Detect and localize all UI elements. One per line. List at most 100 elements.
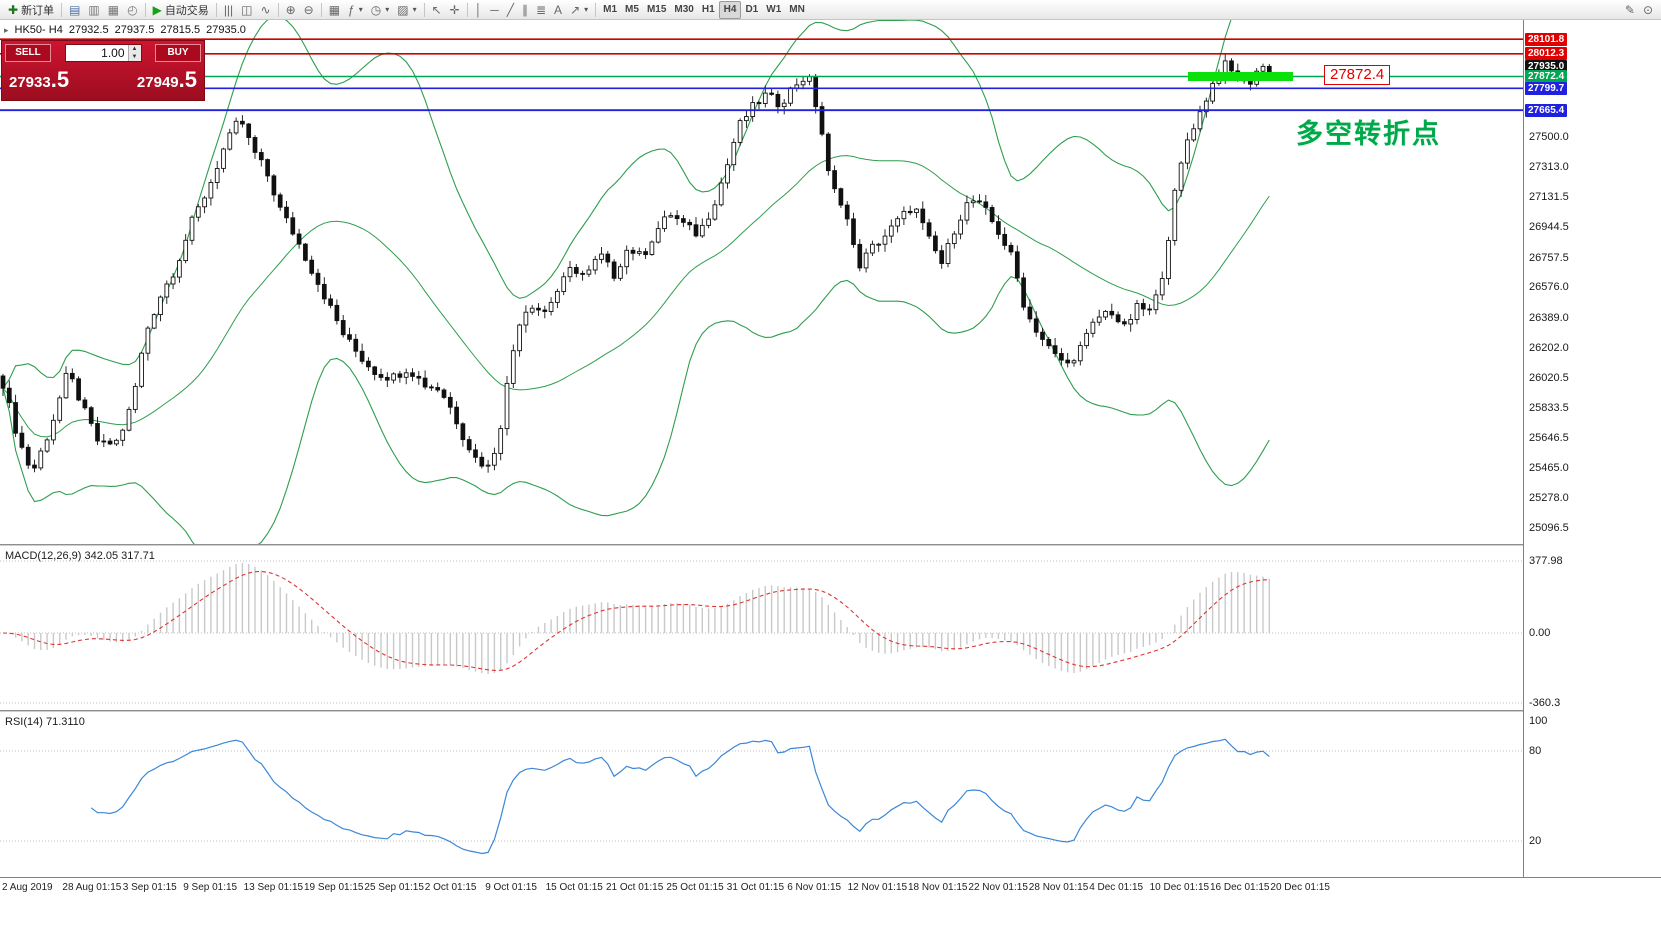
autotrading-button[interactable]: ▶ 自动交易 bbox=[149, 1, 213, 19]
volume-decrease-button[interactable]: ▼ bbox=[127, 52, 141, 61]
chevron-down-icon: ▾ bbox=[385, 5, 390, 14]
price-axis-label: 27131.5 bbox=[1529, 190, 1569, 203]
tf-m5[interactable]: M5 bbox=[621, 1, 643, 19]
bar-chart-icon[interactable]: ||| bbox=[220, 1, 237, 19]
candlestick-chart-icon[interactable]: ◫ bbox=[237, 1, 256, 19]
tf-d1[interactable]: D1 bbox=[741, 1, 762, 19]
tf-mn-label: MN bbox=[789, 4, 805, 15]
time-axis-label: 28 Aug 01:15 bbox=[62, 882, 122, 893]
price-tag[interactable]: 28012.3 bbox=[1525, 47, 1568, 61]
price-axis-label: 26202.0 bbox=[1529, 342, 1569, 355]
line-chart-icon[interactable]: ∿ bbox=[257, 1, 275, 19]
time-axis-label: 9 Sep 01:15 bbox=[183, 882, 238, 893]
timeframes-button: ◷ bbox=[370, 2, 382, 17]
edit-icon[interactable]: ✎ bbox=[1621, 1, 1639, 19]
macd-indicator-chart[interactable] bbox=[0, 547, 1523, 711]
tile-windows-icon[interactable]: ▦ bbox=[325, 1, 344, 19]
volume-increase-button[interactable]: ▲ bbox=[127, 44, 141, 53]
tf-m15[interactable]: M15 bbox=[643, 1, 670, 19]
trendline-icon[interactable]: ╱ bbox=[503, 1, 518, 19]
tf-w1[interactable]: W1 bbox=[762, 1, 785, 19]
one-click-collapse-arrow[interactable]: ▸ bbox=[4, 24, 9, 35]
autotrading-button-label: 自动交易 bbox=[164, 4, 209, 17]
chevron-down-icon: ▾ bbox=[412, 5, 417, 14]
cursor-icon[interactable]: ↖ bbox=[428, 1, 446, 19]
indicators-button[interactable]: ƒ ▾ bbox=[344, 1, 367, 19]
rsi-indicator-chart[interactable] bbox=[0, 713, 1523, 877]
ohlc-info: ▸ HK50- H4 27932.5 27937.5 27815.5 27935… bbox=[4, 24, 246, 36]
zoom-out-icon[interactable]: ⊖ bbox=[300, 1, 318, 19]
arrows-tool-icon: ↗ bbox=[570, 2, 581, 17]
alerts-icon[interactable]: ◴ bbox=[123, 1, 141, 19]
chevron-down-icon: ▾ bbox=[584, 5, 589, 14]
fibonacci-icon[interactable]: ≣ bbox=[532, 1, 550, 19]
price-tag[interactable]: 27935.0 bbox=[1525, 59, 1568, 73]
time-axis-label: 2 Aug 2019 bbox=[2, 882, 53, 893]
market-watch-icon[interactable]: ▤ bbox=[65, 1, 84, 19]
navigator-icon[interactable]: ▥ bbox=[84, 1, 103, 19]
new-order-icon: ✚ bbox=[8, 2, 19, 17]
bar-chart-icon: ||| bbox=[223, 2, 234, 17]
horizontal-line-icon[interactable]: ─ bbox=[486, 1, 503, 19]
price-axis-label: 25646.5 bbox=[1529, 432, 1569, 445]
terminal-icon[interactable]: ▦ bbox=[104, 1, 123, 19]
tf-h4-label: H4 bbox=[723, 4, 737, 15]
time-axis-label: 21 Oct 01:15 bbox=[606, 882, 664, 893]
toolbar-separator bbox=[320, 2, 322, 17]
crosshair-icon: ✛ bbox=[449, 2, 460, 17]
price-tag[interactable]: 28101.8 bbox=[1525, 32, 1568, 46]
toolbar-separator bbox=[144, 2, 146, 17]
crosshair-icon[interactable]: ✛ bbox=[446, 1, 464, 19]
bid-price: 27933.5 bbox=[9, 67, 70, 92]
zoom-in-icon[interactable]: ⊕ bbox=[282, 1, 300, 19]
rsi-axis-label: 80 bbox=[1529, 745, 1542, 757]
sell-button[interactable]: SELL bbox=[5, 43, 51, 62]
price-callout[interactable]: 27872.4 bbox=[1324, 65, 1391, 85]
toolbar-separator bbox=[595, 2, 597, 17]
time-axis-label: 6 Nov 01:15 bbox=[787, 882, 842, 893]
alerts-icon: ◴ bbox=[127, 2, 138, 17]
annotation-text[interactable]: 多空转折点 bbox=[1296, 119, 1441, 149]
time-axis-label: 15 Oct 01:15 bbox=[545, 882, 603, 893]
tf-h4[interactable]: H4 bbox=[718, 0, 742, 19]
tf-m30[interactable]: M30 bbox=[670, 1, 697, 19]
text-tool-icon[interactable]: A bbox=[550, 1, 566, 19]
chevron-down-icon: ▾ bbox=[358, 5, 363, 14]
panel-divider[interactable] bbox=[0, 710, 1661, 712]
time-axis[interactable]: 2 Aug 2019 28 Aug 01:15 3 Sep 01:15 9 Sep 0… bbox=[0, 877, 1661, 899]
templates-button[interactable]: ▨ ▾ bbox=[393, 1, 420, 19]
line-chart-icon: ∿ bbox=[260, 2, 271, 17]
panel-divider[interactable] bbox=[0, 544, 1661, 546]
buy-button[interactable]: BUY bbox=[155, 43, 201, 62]
tf-h1[interactable]: H1 bbox=[698, 1, 719, 19]
price-tag[interactable]: 27872.4 bbox=[1525, 70, 1568, 84]
edit-icon: ✎ bbox=[1624, 2, 1635, 17]
terminal-icon: ▦ bbox=[107, 2, 120, 17]
price-axis-label: 25278.0 bbox=[1529, 492, 1569, 505]
price-axis[interactable]: 27500.0 27313.0 27131.5 26944.5 26757.5 26576… bbox=[1523, 20, 1661, 877]
rsi-axis-label: 20 bbox=[1529, 835, 1542, 847]
time-axis-label: 3 Sep 01:15 bbox=[122, 882, 177, 893]
timeframes-button[interactable]: ◷ ▾ bbox=[367, 1, 394, 19]
main-price-chart[interactable] bbox=[0, 20, 1523, 544]
tf-mn[interactable]: MN bbox=[785, 1, 809, 19]
zoom-out-icon: ⊖ bbox=[303, 2, 314, 17]
autotrading-icon: ▶ bbox=[152, 2, 162, 17]
price-axis-label: 27313.0 bbox=[1529, 161, 1569, 174]
trendline-icon: ╱ bbox=[506, 2, 514, 17]
vertical-line-icon[interactable]: │ bbox=[471, 1, 487, 19]
tf-d1-label: D1 bbox=[745, 4, 759, 15]
channel-icon[interactable]: ∥ bbox=[518, 1, 532, 19]
time-axis-label: 2 Oct 01:15 bbox=[424, 882, 477, 893]
price-tag[interactable]: 27665.4 bbox=[1525, 103, 1568, 117]
magnifier-icon[interactable]: ⊙ bbox=[1639, 1, 1657, 19]
high-value: 27937.5 bbox=[114, 24, 155, 36]
tf-m1[interactable]: M1 bbox=[599, 1, 621, 19]
new-order-button[interactable]: ✚ 新订单 bbox=[4, 1, 58, 19]
magnifier-icon: ⊙ bbox=[1642, 2, 1653, 17]
price-tag[interactable]: 27799.7 bbox=[1525, 81, 1568, 95]
time-axis-label: 18 Nov 01:15 bbox=[908, 882, 968, 893]
arrows-tool-icon[interactable]: ↗ ▾ bbox=[566, 1, 592, 19]
volume-input[interactable] bbox=[65, 44, 128, 61]
market-watch-icon: ▤ bbox=[69, 2, 81, 17]
